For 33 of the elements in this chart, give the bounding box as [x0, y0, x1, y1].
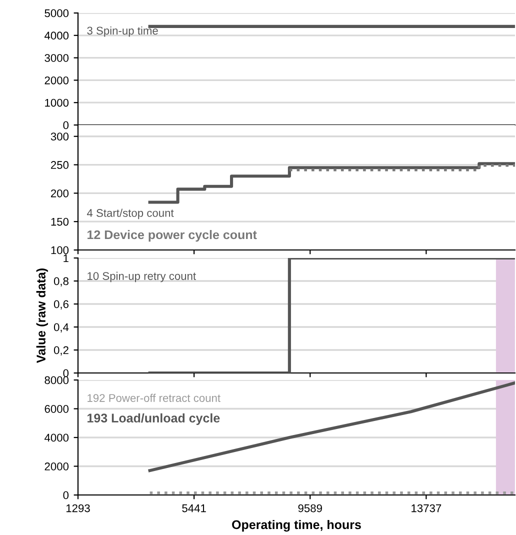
text: 10 Spin-up retry count — [88, 272, 196, 282]
y-tick-label: 1 — [64, 254, 68, 262]
y-tick-label: 8000 — [44, 376, 69, 384]
y-tick-label: 0,2 — [54, 346, 68, 356]
text: 12 Device power cycle count — [88, 230, 257, 242]
y-tick-label: 0,4 — [54, 323, 69, 332]
y-tick-label: 0 — [63, 121, 69, 130]
y-tick-label: 2000 — [44, 76, 69, 84]
series-label: 4 Start/stop count — [86, 208, 174, 220]
y-tick-label: 4000 — [44, 434, 69, 442]
text: 192 Power-off retract count — [88, 394, 220, 402]
y-tick-label: 0,6 — [54, 300, 68, 310]
y-tick-label: 4000 — [44, 32, 69, 40]
x-tick-label: 1293 — [66, 504, 90, 512]
y-tick-label: 1000 — [45, 98, 69, 107]
y-tick-label: 2000 — [44, 462, 69, 470]
y-tick-label: 5000 — [44, 9, 69, 18]
y-tick-label: 250 — [50, 161, 69, 169]
text: 193 Load/unload cycle — [88, 413, 220, 425]
series-label: 3 Spin-up time — [87, 26, 158, 37]
y-axis-title: Value (raw data) — [36, 268, 48, 363]
y-tick-label: 100 — [51, 246, 69, 254]
y-tick-label: 150 — [51, 218, 69, 226]
x-axis-title: Operating time, hours — [232, 520, 361, 532]
y-tick-label: 0 — [63, 491, 69, 500]
y-tick-label: 3000 — [44, 54, 69, 62]
y-tick-label: 300 — [50, 132, 69, 140]
x-tick-label: 13737 — [412, 504, 442, 512]
y-tick-label: 200 — [50, 189, 69, 198]
y-tick-label: 6000 — [44, 405, 69, 413]
x-tick-label: 9589 — [298, 504, 322, 512]
y-tick-label: 0,8 — [54, 277, 68, 286]
x-tick-label: 5441 — [182, 504, 206, 512]
